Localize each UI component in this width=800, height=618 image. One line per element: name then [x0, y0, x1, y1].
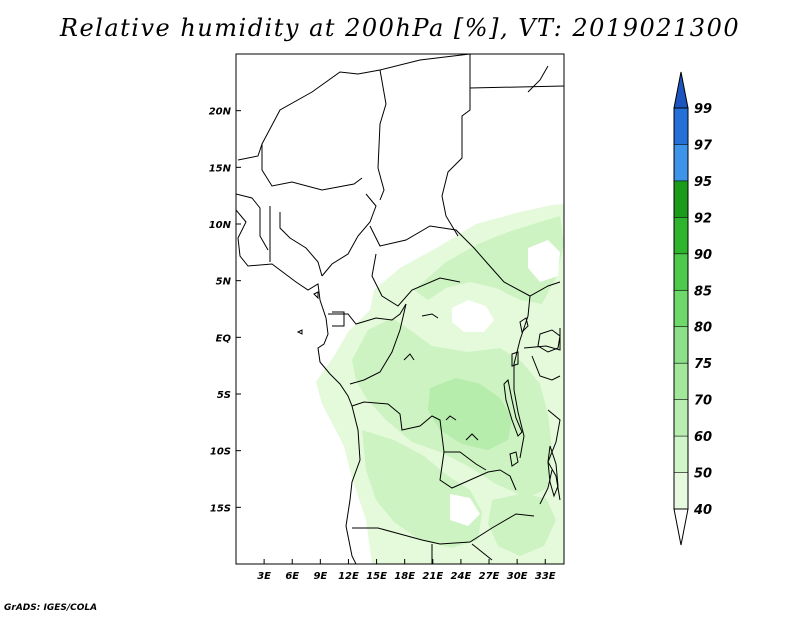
border-angola-north — [351, 401, 487, 471]
border-north-4 — [469, 85, 564, 89]
colorbar-segment — [674, 399, 688, 437]
border-north-1 — [237, 54, 471, 161]
colorbar-level-label: 50 — [694, 467, 712, 482]
colorbar-level-label: 70 — [694, 394, 712, 409]
humidity-area-mid-north — [414, 216, 564, 304]
colorbar-level-label: 99 — [694, 102, 712, 117]
dry-patch-1 — [452, 300, 494, 332]
border-angola-south — [352, 513, 535, 545]
border-chad-car — [369, 225, 561, 297]
border-zambia — [439, 451, 517, 491]
colorbar-segment — [674, 472, 688, 509]
border-gabon-congo — [328, 303, 407, 325]
lake-mweru — [509, 451, 519, 467]
colorbar-level-label: 85 — [694, 284, 712, 299]
coastlines-and-borders — [236, 54, 564, 564]
border-south-1 — [471, 543, 493, 561]
colorbar-level-label: 90 — [694, 248, 712, 263]
lon-tick-label: 9E — [313, 571, 327, 582]
lat-tick-label: 10S — [210, 447, 231, 458]
colorbar-level-label: 97 — [694, 138, 713, 153]
colorbar-level-label: 92 — [694, 211, 712, 226]
colorbar-arrow-high — [673, 71, 689, 109]
coastline-west-africa — [236, 209, 361, 564]
humidity-area-deep — [428, 378, 512, 450]
lon-tick-label: 3E — [257, 571, 271, 582]
border-north-2 — [377, 69, 387, 201]
border-east-2 — [531, 355, 561, 381]
dry-patch-2 — [528, 240, 560, 282]
coast-arabia — [527, 65, 549, 93]
colorbar-level-label: 80 — [694, 321, 712, 336]
lon-tick-label: 24E — [451, 571, 472, 582]
border-nigeria — [321, 193, 377, 277]
island-1 — [313, 291, 319, 300]
river-segment-3 — [465, 433, 479, 441]
colorbar-segment — [674, 217, 688, 254]
colorbar-segment — [674, 144, 688, 181]
river-segment-4 — [445, 415, 457, 421]
lon-tick-label: 27E — [479, 571, 500, 582]
border-north-5 — [261, 144, 363, 191]
chart-title: Relative humidity at 200hPa [%], VT: 201… — [59, 14, 741, 42]
border-drc-north — [349, 303, 407, 385]
lake-albert — [519, 317, 529, 334]
dry-patch-3 — [450, 494, 480, 526]
river-segment-1 — [403, 353, 415, 361]
lat-tick-label: 5S — [217, 390, 231, 401]
lat-tick-label: 5N — [216, 277, 232, 288]
colorbar-segment — [674, 290, 688, 327]
border-sahel-3 — [279, 212, 323, 277]
lon-tick-label: 21E — [422, 571, 443, 582]
border-east-4 — [539, 469, 553, 505]
lon-tick-label: 18E — [394, 571, 415, 582]
lat-tick-label: 20N — [209, 107, 232, 118]
map-frame — [235, 53, 565, 565]
colorbar-segment — [674, 180, 688, 218]
colorbar-level-label: 75 — [694, 357, 712, 372]
colorbar-arrow-low — [673, 508, 689, 546]
humidity-field — [316, 204, 564, 564]
lat-tick-label: 15S — [210, 503, 231, 514]
border-cameroon — [371, 253, 461, 307]
colorbar-level-label: 95 — [694, 175, 712, 190]
colorbar-segment — [674, 253, 688, 291]
border-north-3 — [441, 54, 471, 237]
colorbar-level-label: 40 — [693, 503, 712, 518]
lat-tick-label: EQ — [216, 333, 232, 344]
lake-kivu — [511, 351, 519, 367]
colorbar-segment — [674, 326, 688, 364]
lon-tick-label: 6E — [285, 571, 299, 582]
grads-credit: GrADS: IGES/COLA — [4, 603, 98, 613]
lake-tanganyika — [503, 378, 523, 437]
river-segment-2 — [421, 313, 439, 319]
lon-tick-label: 30E — [507, 571, 528, 582]
colorbar-level-label: 60 — [694, 430, 712, 445]
lake-victoria — [537, 329, 561, 353]
lake-malawi — [547, 445, 559, 498]
island-2 — [296, 329, 303, 335]
colorbar-segment — [674, 436, 688, 473]
axis-ticks: 3E 6E 9E 12E 15E 18E 21E 24E 27E 30E 33E 20N 15N 10N 5… — [209, 107, 556, 582]
lat-tick-label: 15N — [209, 163, 232, 174]
border-gabon — [332, 311, 345, 327]
lon-tick-label: 12E — [338, 571, 359, 582]
humidity-area-mid-southeast — [488, 494, 556, 556]
lon-tick-label: 33E — [535, 571, 556, 582]
colorbar-segment — [674, 108, 688, 145]
colorbar-segment — [674, 363, 688, 400]
colorbar: 40 50 60 70 75 80 85 90 92 95 97 99 — [673, 71, 713, 546]
lon-tick-label: 15E — [366, 571, 387, 582]
lat-tick-label: 10N — [209, 220, 232, 231]
border-sahel-1 — [236, 193, 269, 251]
